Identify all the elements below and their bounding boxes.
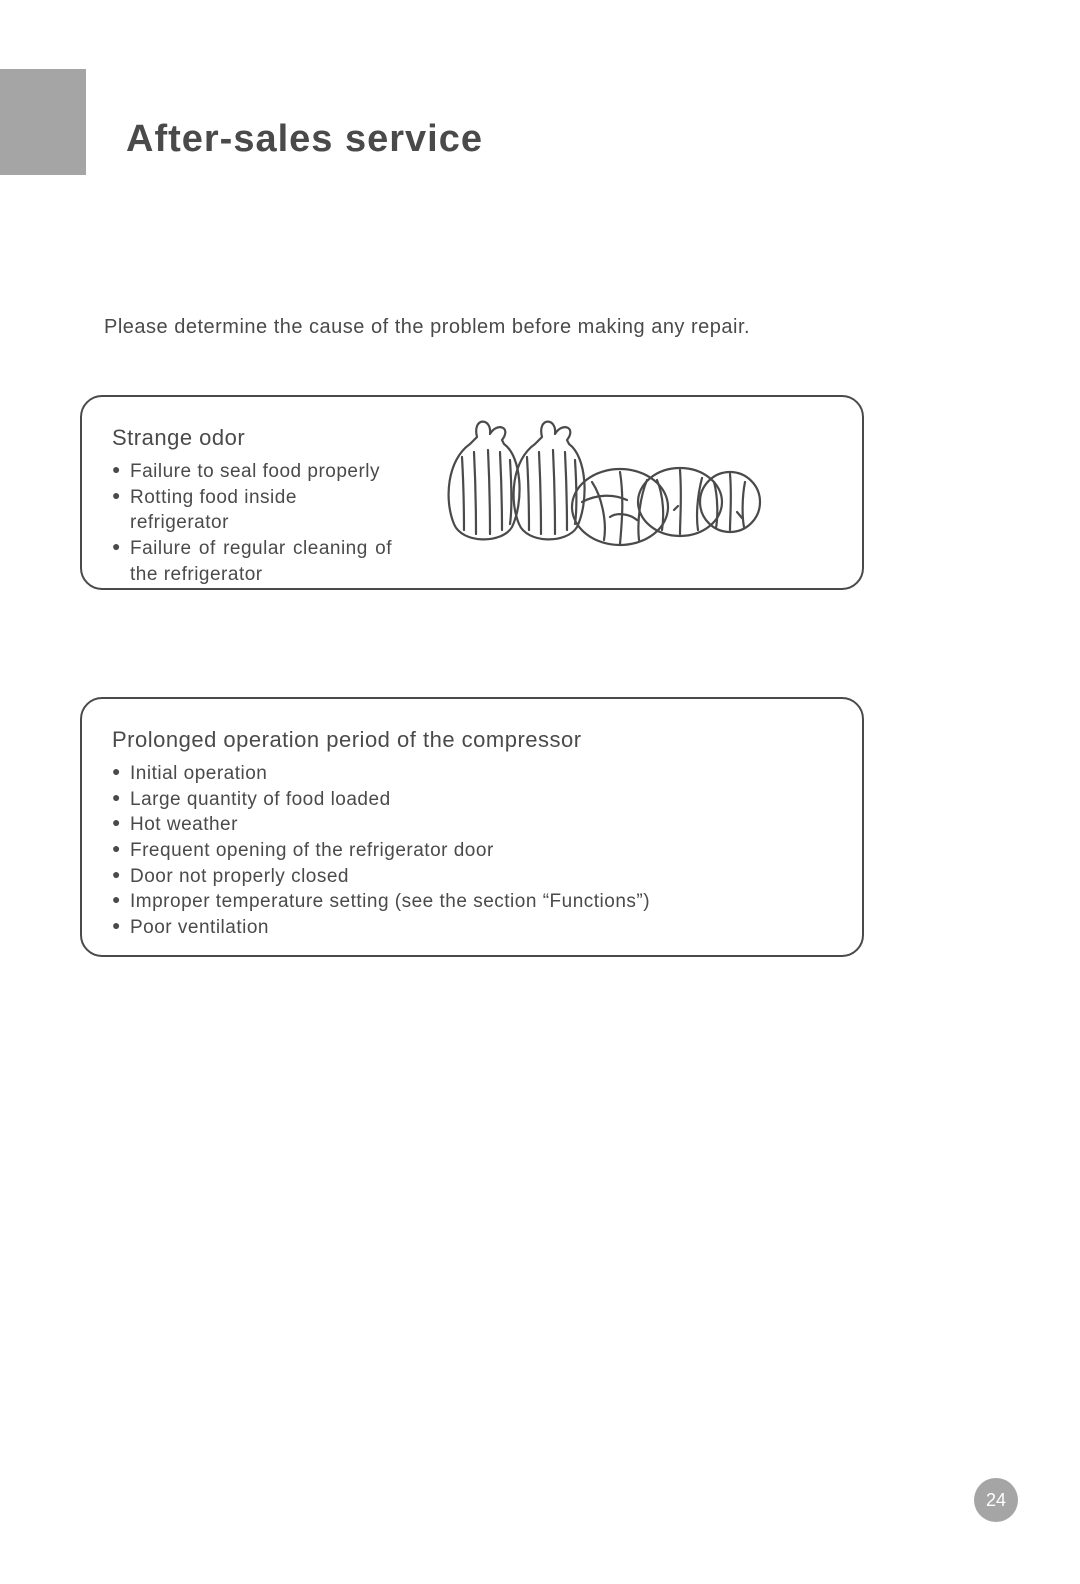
page-title: After-sales service xyxy=(126,118,483,161)
list-item: Door not properly closed xyxy=(112,864,832,890)
page-number-badge: 24 xyxy=(974,1478,1018,1522)
intro-text: Please determine the cause of the proble… xyxy=(104,316,750,339)
list-item: Frequent opening of the refrigerator doo… xyxy=(112,838,832,864)
box-title: Prolonged operation period of the compre… xyxy=(112,727,832,753)
section-tab xyxy=(0,69,86,175)
food-illustration xyxy=(442,402,762,552)
troubleshoot-box-odor: Strange odor Failure to seal food proper… xyxy=(80,395,864,590)
list-item: Hot weather xyxy=(112,812,832,838)
list-item: Failure of regular cleaning of the refri… xyxy=(112,536,392,587)
list-item: Poor ventilation xyxy=(112,915,832,941)
bullet-list: Failure to seal food properly Rotting fo… xyxy=(112,459,392,587)
page-number-text: 24 xyxy=(986,1490,1006,1511)
list-item: Failure to seal food properly xyxy=(112,459,392,485)
list-item: Improper temperature setting (see the se… xyxy=(112,889,832,915)
list-item: Rotting food inside refrigerator xyxy=(112,485,392,536)
bullet-list: Initial operation Large quantity of food… xyxy=(112,761,832,940)
list-item: Initial operation xyxy=(112,761,832,787)
troubleshoot-box-compressor: Prolonged operation period of the compre… xyxy=(80,697,864,957)
list-item: Large quantity of food loaded xyxy=(112,787,832,813)
